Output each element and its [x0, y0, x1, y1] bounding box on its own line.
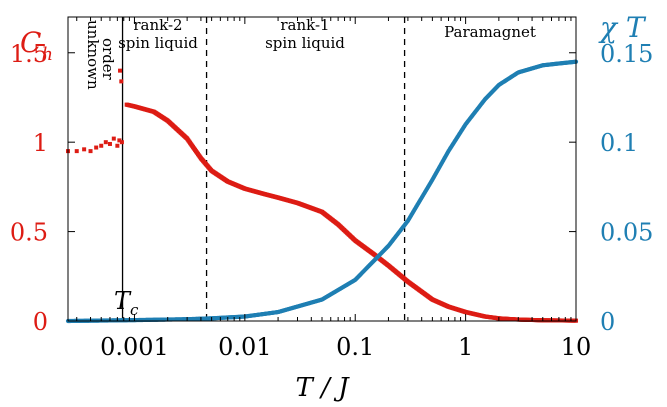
left-axis-title-main: C [20, 26, 41, 59]
right-axis-title: χ T [598, 11, 647, 44]
ch-point [117, 138, 122, 143]
tc-label-main: T [114, 287, 132, 315]
plot-background [68, 17, 576, 321]
region-boundaries [121, 17, 406, 321]
left-axis-title: Ch [20, 26, 53, 65]
left-tick-label: 0 [33, 308, 48, 336]
left-tick-label: 1 [33, 129, 48, 157]
ch-point [119, 140, 124, 145]
x-tick-label: 0.01 [218, 333, 271, 361]
ch-point [115, 143, 120, 148]
left-tick-label: 1.5 [10, 40, 48, 68]
ch-point [82, 147, 87, 152]
region-label-unknown-line2: order [99, 38, 117, 81]
region-label-rank1-line2: spin liquid [265, 34, 345, 52]
x-tick-label: 0.1 [336, 333, 374, 361]
region-label-unknown-line1: unknown [84, 20, 102, 90]
left-tick-label: 0.5 [10, 219, 48, 247]
region-label-paramagnet: Paramagnet [444, 23, 536, 41]
x-tick-label: 10 [561, 333, 592, 361]
region-label-rank1-line1: rank-1 [280, 16, 329, 34]
right-tick-label: 0.15 [600, 40, 653, 68]
region-label-rank2-line2: spin liquid [118, 34, 198, 52]
ch-point [94, 145, 99, 150]
left-axis-title-sub: h [41, 44, 53, 65]
left-axis-ticks: 0 0.5 1 1.5 [10, 40, 75, 336]
x-axis-title: T / J [295, 373, 350, 403]
tc-label-sub: c [130, 301, 139, 319]
tc-label: Tc [114, 287, 139, 319]
x-axis-ticks: 0.001 0.01 0.1 1 10 [76, 17, 592, 361]
x-tick-label: 0.001 [100, 333, 169, 361]
region-label-rank2-line1: rank-2 [133, 16, 182, 34]
ch-point [111, 136, 116, 141]
ch-point [103, 140, 108, 145]
ch-point [118, 68, 123, 73]
ch-point [119, 79, 124, 84]
right-tick-label: 0 [600, 308, 615, 336]
right-tick-label: 0.05 [600, 219, 653, 247]
ch-point [74, 149, 79, 154]
right-axis-ticks: 0 0.05 0.1 0.15 [569, 40, 653, 336]
ch-point [99, 143, 104, 148]
ch-point [88, 149, 93, 154]
ch-point [107, 141, 112, 146]
right-tick-label: 0.1 [600, 129, 638, 157]
x-tick-label: 1 [458, 333, 473, 361]
